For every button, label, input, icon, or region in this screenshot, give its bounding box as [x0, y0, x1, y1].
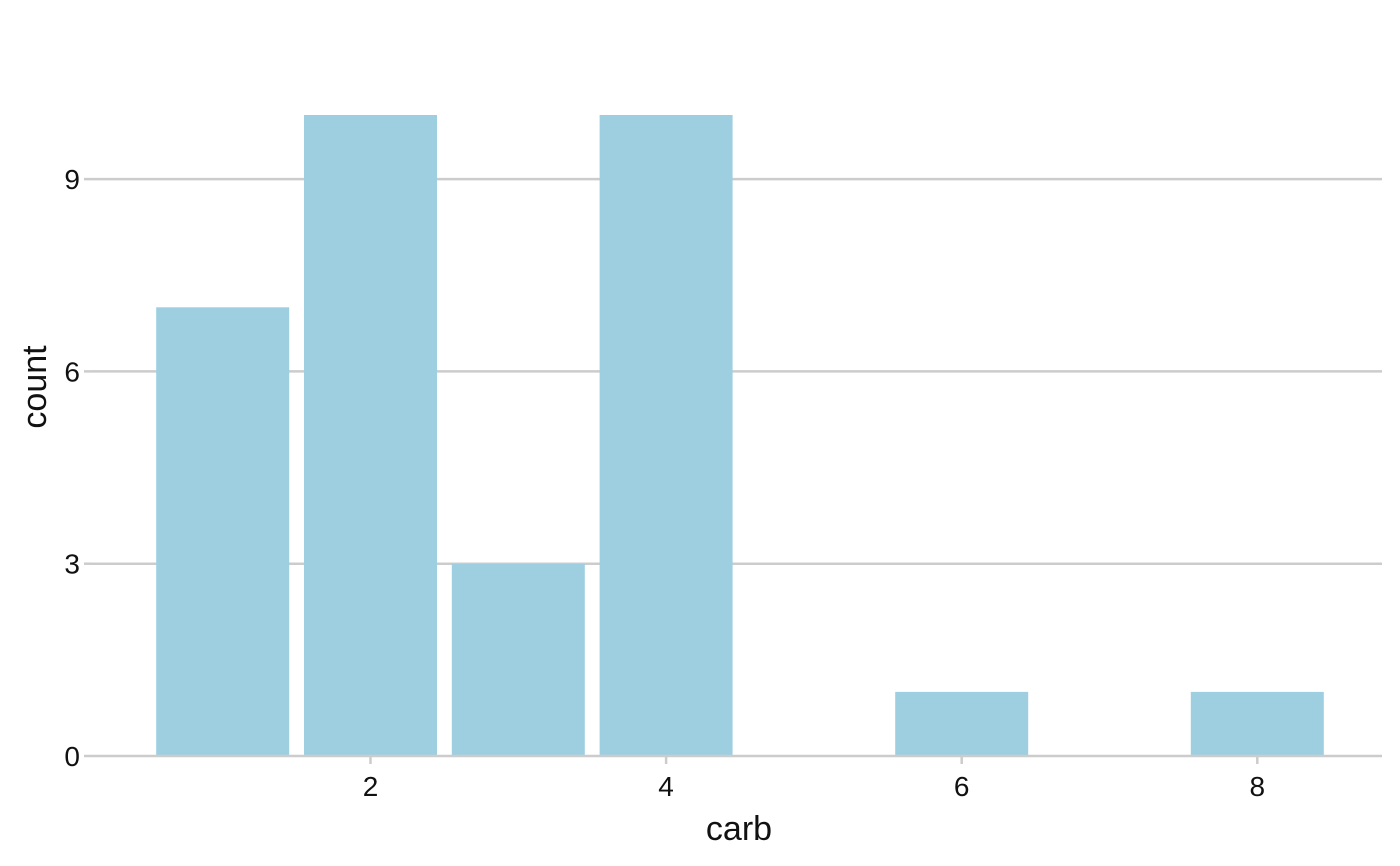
x-tick-label-4: 4 — [658, 771, 674, 802]
bar-carb-2 — [304, 115, 437, 756]
bar-carb-8 — [1190, 691, 1324, 756]
bars — [156, 115, 1324, 756]
y-tick-label-9: 9 — [64, 164, 80, 195]
y-tick-label-3: 3 — [64, 549, 80, 580]
x-tick-label-6: 6 — [954, 771, 970, 802]
x-tick-label-2: 2 — [363, 771, 379, 802]
y-axis-title: count — [16, 345, 54, 429]
bar-carb-4 — [599, 115, 733, 756]
tick-labels: 0 3 6 9 2 4 6 8 — [64, 164, 1265, 802]
bar-carb-1 — [156, 307, 290, 756]
x-tick-label-8: 8 — [1250, 771, 1266, 802]
axes — [84, 177, 1382, 764]
y-tick-label-6: 6 — [64, 356, 80, 387]
bar-carb-6 — [895, 691, 1029, 756]
bar-carb-3 — [451, 563, 585, 756]
x-axis-title: carb — [706, 810, 772, 848]
y-tick-label-0: 0 — [64, 741, 80, 772]
